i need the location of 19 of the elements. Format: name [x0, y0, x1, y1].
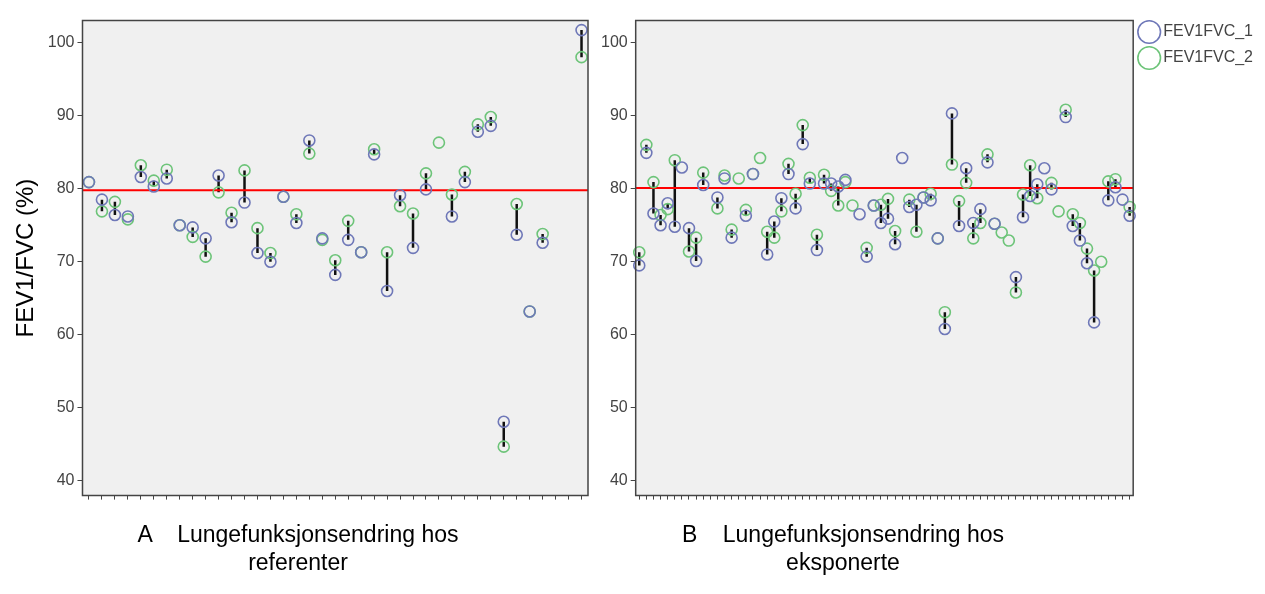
- y-tick-label: 70: [609, 252, 628, 270]
- y-tick-label: 50: [56, 398, 75, 416]
- y-tick-label: 70: [56, 252, 75, 270]
- y-tick-label: 100: [47, 32, 75, 50]
- legend-label: FEV1FVC_1: [1163, 22, 1254, 41]
- y-tick-label: 60: [609, 325, 628, 343]
- y-tick-label: 90: [56, 106, 75, 124]
- y-tick-label: 90: [609, 106, 628, 124]
- y-tick-label: 40: [56, 471, 75, 489]
- y-axis-title: FEV1/FVC (%): [11, 178, 39, 338]
- y-tick-label: 100: [600, 32, 628, 50]
- legend-label: FEV1FVC_2: [1163, 48, 1254, 67]
- y-tick-label: 60: [56, 325, 75, 343]
- y-tick-label: 80: [609, 179, 628, 197]
- y-tick-label: 40: [609, 471, 628, 489]
- x-axis-title: A Lungefunksjonsendring hos referenter: [136, 520, 460, 576]
- y-tick-label: 50: [609, 398, 628, 416]
- x-axis-title: B Lungefunksjonsendring hos eksponerte: [680, 520, 1006, 576]
- y-tick-label: 80: [56, 179, 75, 197]
